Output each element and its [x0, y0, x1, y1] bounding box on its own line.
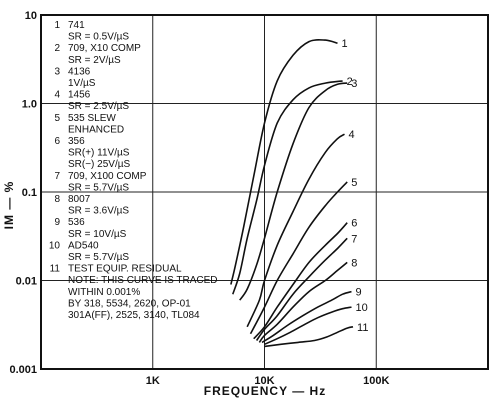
curve-label-8: 8	[351, 257, 357, 269]
y-tick-label-3: 0.01	[16, 276, 37, 288]
legend-text-line: 1456	[68, 90, 91, 101]
legend-text-line: SR = 5.7V/µS	[68, 252, 129, 263]
x-tick-label-0: 1K	[146, 375, 160, 387]
x-axis-title: FREQUENCY — Hz	[204, 384, 326, 398]
curve-label-7: 7	[351, 233, 357, 245]
legend-number: 8	[54, 194, 60, 205]
curve-2	[232, 80, 343, 295]
legend-text-line: 1V/µS	[68, 78, 96, 89]
curve-6	[253, 222, 348, 340]
legend-number: 3	[54, 66, 60, 77]
legend-text-line: AD540	[68, 240, 99, 251]
x-tick-label-1: 10K	[254, 375, 274, 387]
legend-number: 1	[54, 20, 60, 31]
curve-7	[255, 237, 348, 341]
legend-number: 9	[54, 217, 60, 228]
legend-text-line: SR = 2.5V/µS	[68, 101, 129, 112]
curve-8	[258, 261, 348, 343]
legend-text-line: SR(+) 11V/µS	[68, 148, 130, 159]
legend-number: 5	[54, 113, 60, 124]
y-tick-label-1: 1.0	[22, 99, 37, 111]
curve-label-4: 4	[349, 129, 355, 141]
legend-text-line: 301A(FF), 2525, 3140, TL084	[68, 310, 200, 321]
y-tick-label-0: 10	[25, 10, 37, 22]
legend-number: 11	[50, 264, 61, 275]
curve-11	[264, 326, 354, 348]
curve-9	[261, 290, 352, 344]
legend-text-line: 356	[68, 136, 85, 147]
legend-number: 6	[54, 136, 60, 147]
curve-label-11: 11	[357, 322, 368, 334]
series-curves	[230, 39, 354, 348]
legend-text-line: 536	[68, 217, 85, 228]
legend-number: 4	[54, 90, 60, 101]
legend-text-line: SR = 2V/µS	[68, 55, 121, 66]
legend-text-line: TEST EQUIP. RESIDUAL	[68, 264, 182, 275]
curve-1	[230, 39, 338, 285]
legend-text-line: 8007	[68, 194, 91, 205]
legend-text-line: SR = 10V/µS	[68, 229, 127, 240]
legend-text-line: WITHIN 0.001%	[68, 287, 140, 298]
legend-text-line: 4136	[68, 66, 91, 77]
curve-4	[246, 133, 345, 328]
curve-label-5: 5	[351, 177, 357, 189]
plot-frame	[40, 14, 489, 370]
legend-number: 2	[54, 43, 60, 54]
legend-text-line: SR(−) 25V/µS	[68, 159, 131, 170]
legend-text-line: 741	[68, 20, 85, 31]
curve-label-6: 6	[351, 218, 357, 230]
curve-3	[239, 82, 348, 301]
curve-5	[249, 181, 348, 335]
y-axis-ticks: 10 1.0 0.1 0.01 0.001	[9, 10, 37, 376]
legend-number: 7	[54, 171, 60, 182]
legend-number: 10	[49, 240, 61, 251]
legend-text-line: SR = 3.6V/µS	[68, 206, 129, 217]
legend-text-line: 709, X10 COMP	[68, 43, 141, 54]
legend-text-line: 709, X100 COMP	[68, 171, 147, 182]
legend-text-line: NOTE: THIS CURVE IS TRACED	[68, 275, 217, 286]
legend-text-line: SR = 5.7V/µS	[68, 182, 129, 193]
y-tick-label-4: 0.001	[9, 364, 37, 376]
curve-10	[264, 306, 352, 346]
curve-label-3: 3	[351, 78, 357, 90]
legend-text-line: SR = 0.5V/µS	[68, 32, 129, 43]
y-axis-title: IM — %	[2, 181, 16, 230]
curve-label-2: 2	[347, 76, 353, 88]
curve-label-9: 9	[355, 287, 361, 299]
legend-text-line: BY 318, 5534, 2620, OP-01	[68, 298, 191, 309]
curve-label-1: 1	[341, 38, 347, 50]
y-tick-label-2: 0.1	[22, 187, 37, 199]
curve-label-10: 10	[355, 302, 367, 314]
x-tick-label-2: 100K	[363, 375, 389, 387]
legend-text-line: 535 SLEW	[68, 113, 116, 124]
legend-text-line: ENHANCED	[68, 124, 124, 135]
x-axis-ticks: 1K 10K 100K	[146, 375, 390, 387]
